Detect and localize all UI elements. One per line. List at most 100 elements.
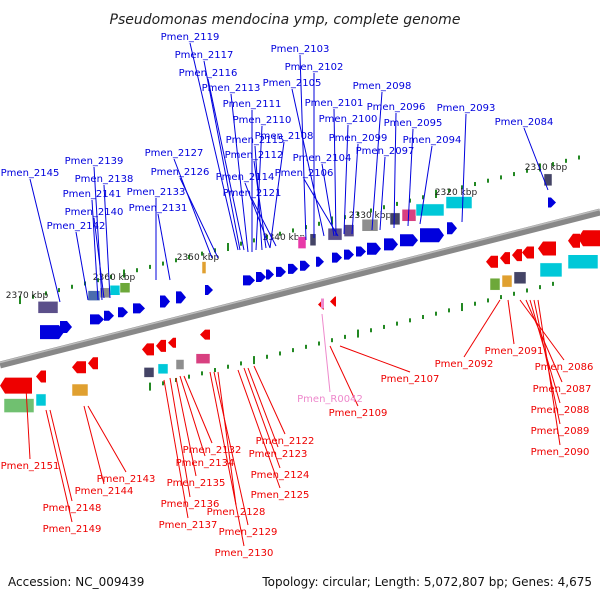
reverse-gene-label: Pmen_2136: [161, 499, 220, 510]
forward-gene-label: Pmen_2117: [175, 50, 234, 61]
protein-domain-block: [415, 203, 445, 217]
scale-tick: [149, 382, 151, 391]
scale-tick: [279, 231, 281, 236]
protein-domain-block: [567, 254, 599, 269]
forward-gene-arrow: [447, 222, 457, 235]
forward-gene-arrow: [133, 303, 145, 314]
forward-gene-arrow: [160, 295, 170, 308]
reverse-gene-arrow: [578, 230, 600, 247]
forward-leader-line: [244, 182, 271, 249]
genome-backbone: [0, 208, 600, 369]
forward-gene-arrow: [400, 234, 418, 247]
scale-tick: [578, 155, 580, 160]
forward-leader-line: [103, 184, 111, 299]
forward-leader-line: [230, 93, 249, 253]
protein-domain-block: [35, 393, 47, 407]
forward-gene-label: Pmen_2106: [275, 168, 334, 179]
forward-gene-arrow: [367, 242, 381, 255]
forward-gene-label: Pmen_2113: [202, 83, 261, 94]
forward-leader-line: [351, 143, 359, 235]
protein-domain-block: [195, 353, 211, 364]
scale-tick: [227, 243, 229, 252]
forward-gene-label: Pmen_2138: [75, 174, 134, 185]
scale-tick: [214, 248, 216, 253]
forward-leader-line: [371, 91, 383, 231]
scale-tick: [539, 285, 541, 290]
reverse-gene-label: Pmen_2130: [215, 548, 274, 559]
reverse-gene-label: Pmen_2089: [531, 426, 590, 437]
scale-tick: [110, 274, 112, 279]
reverse-leader-line: [209, 371, 245, 547]
scale-tick: [513, 172, 515, 177]
protein-domain-block: [327, 227, 343, 241]
scale-tick: [305, 344, 307, 349]
reverse-gene-label: Pmen_2123: [249, 449, 308, 460]
reverse-gene-arrow: [330, 296, 336, 307]
scale-tick: [253, 356, 255, 365]
forward-gene-arrow: [40, 325, 64, 340]
reverse-leader-line: [237, 369, 281, 489]
scale-tick: [331, 216, 333, 225]
scale-tick: [136, 268, 138, 273]
scale-tick: [162, 261, 164, 266]
topology-text: Topology: circular; Length: 5,072,807 bp…: [261, 575, 592, 589]
reverse-gene-label: Pmen_R0042: [297, 394, 363, 405]
forward-gene-label: Pmen_2119: [161, 32, 220, 43]
reverse-gene-label: Pmen_2135: [167, 478, 226, 489]
reverse-gene-label: Pmen_2128: [207, 507, 266, 518]
scale-tick: [552, 281, 554, 286]
forward-gene-label: Pmen_2108: [255, 131, 314, 142]
scale-tick: [292, 348, 294, 353]
scale-tick: [331, 338, 333, 343]
reverse-leader-line: [213, 371, 249, 526]
forward-gene-label: Pmen_2112: [225, 150, 284, 161]
scale-tick: [292, 228, 294, 233]
gene-labels: Pmen_2119Pmen_2117Pmen_2116Pmen_2113Pmen…: [1, 32, 594, 559]
scale-tick: [266, 354, 268, 359]
protein-domain-block: [109, 285, 121, 296]
protein-domain-block: [297, 236, 307, 249]
forward-gene-label: Pmen_2131: [129, 203, 188, 214]
forward-leader-line: [419, 145, 433, 225]
kbp-labels: 2310 kbp 2320 kbp 2330 kbp 2340 kbp 2350 kbp…: [6, 163, 568, 301]
forward-gene-label: Pmen_2104: [293, 153, 352, 164]
reverse-gene-arrow: [88, 357, 98, 370]
forward-gene-arrow: [548, 197, 556, 208]
reverse-gene-label: Pmen_2092: [435, 359, 494, 370]
forward-gene-label: Pmen_2126: [151, 167, 210, 178]
forward-gene-label: Pmen_2101: [305, 98, 364, 109]
forward-gene-label: Pmen_2133: [127, 187, 186, 198]
scale-tick: [58, 288, 60, 293]
forward-gene-arrow: [316, 256, 324, 267]
reverse-leader-line: [321, 313, 331, 393]
forward-gene-label: Pmen_2127: [145, 148, 204, 159]
forward-gene-label: Pmen_2111: [223, 99, 282, 110]
protein-domain-block: [3, 398, 35, 413]
reverse-gene-label: Pmen_2149: [43, 524, 102, 535]
scale-tick: [435, 311, 437, 316]
forward-gene-arrow: [176, 291, 186, 304]
protein-domain-block: [175, 359, 185, 370]
scale-tick: [45, 291, 47, 296]
reverse-gene-arrow: [0, 377, 32, 394]
forward-gene-label: Pmen_2121: [223, 188, 282, 199]
scale-tick: [448, 188, 450, 193]
reverse-leader-line: [217, 371, 237, 506]
reverse-gene-label: Pmen_2129: [219, 527, 278, 538]
forward-gene-arrow: [266, 269, 274, 280]
forward-leader-line: [393, 112, 397, 229]
scale-tick: [162, 381, 164, 386]
forward-gene-label: Pmen_2093: [437, 103, 496, 114]
kbp-label: 2310 kbp: [525, 163, 568, 173]
protein-domain-block: [201, 261, 207, 274]
protein-domain-block: [389, 212, 401, 226]
scale-tick: [461, 303, 463, 312]
scale-tick: [422, 195, 424, 200]
backbone-highlight: [0, 208, 600, 364]
kbp-label: 2360 kbp: [93, 273, 136, 283]
scale-tick: [214, 368, 216, 373]
reverse-gene-arrow: [568, 233, 580, 248]
scale-tick: [19, 296, 21, 305]
forward-leader-line: [189, 42, 239, 251]
